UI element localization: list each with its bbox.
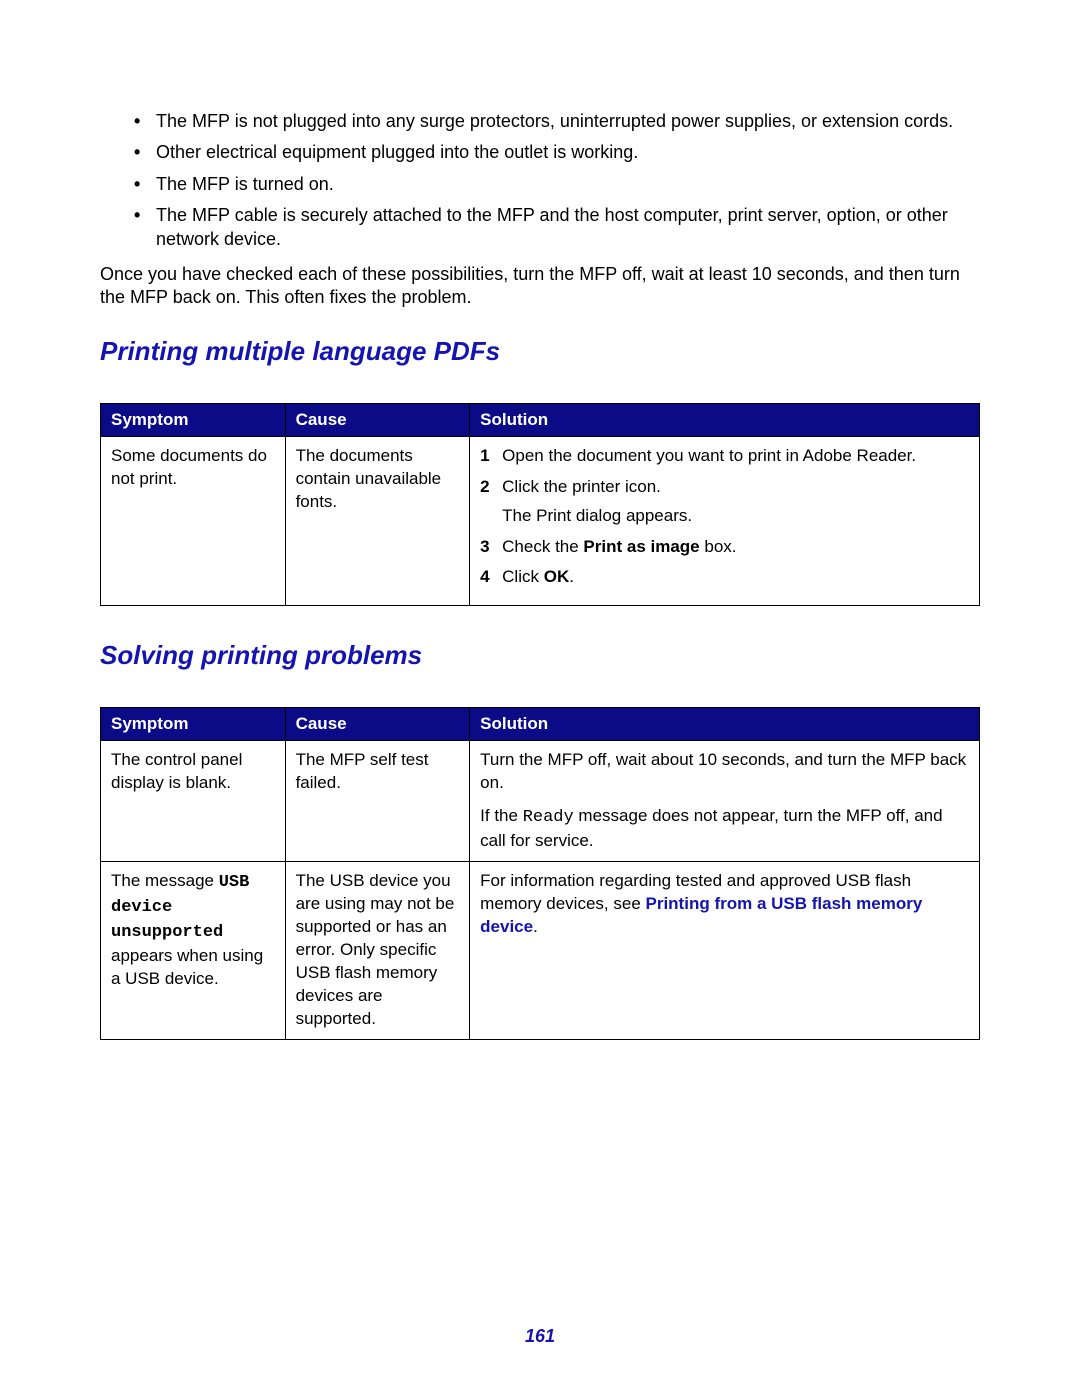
intro-bullet: The MFP is not plugged into any surge pr…	[156, 110, 980, 133]
table-row: The message USB device unsupported appea…	[101, 862, 980, 1040]
page-number: 161	[0, 1326, 1080, 1347]
cell-symptom: The message USB device unsupported appea…	[101, 862, 286, 1040]
step-text-pre: Click	[502, 567, 544, 586]
cell-cause: The USB device you are using may not be …	[285, 862, 470, 1040]
sol-text-post: .	[533, 917, 538, 936]
cell-symptom: The control panel display is blank.	[101, 741, 286, 862]
cell-symptom: Some documents do not print.	[101, 436, 286, 606]
table-row: The control panel display is blank. The …	[101, 741, 980, 862]
solving-table: Symptom Cause Solution The control panel…	[100, 707, 980, 1039]
step: Click OK.	[480, 566, 969, 589]
cell-solution: Open the document you want to print in A…	[470, 436, 980, 606]
sol-text-pre: If the	[480, 806, 523, 825]
step-text-post: .	[569, 567, 574, 586]
sol-text-mono: Ready	[523, 808, 574, 827]
cell-cause: The MFP self test failed.	[285, 741, 470, 862]
solution-paragraph: Turn the MFP off, wait about 10 seconds,…	[480, 749, 969, 795]
intro-paragraph: Once you have checked each of these poss…	[100, 263, 980, 310]
step: Open the document you want to print in A…	[480, 445, 969, 468]
table-header-row: Symptom Cause Solution	[101, 403, 980, 436]
step: Check the Print as image box.	[480, 536, 969, 559]
step-text-bold: Print as image	[583, 537, 699, 556]
intro-bullet: The MFP is turned on.	[156, 173, 980, 196]
step-subtext: The Print dialog appears.	[502, 505, 969, 528]
pdf-table: Symptom Cause Solution Some documents do…	[100, 403, 980, 607]
section-heading-solving: Solving printing problems	[100, 640, 980, 671]
col-header-cause: Cause	[285, 403, 470, 436]
step-text-pre: Check the	[502, 537, 583, 556]
step-text: Click the printer icon.	[502, 477, 661, 496]
table-row: Some documents do not print. The documen…	[101, 436, 980, 606]
cell-solution: For information regarding tested and app…	[470, 862, 980, 1040]
solution-paragraph: If the Ready message does not appear, tu…	[480, 805, 969, 853]
step-text-bold: OK	[544, 567, 570, 586]
symptom-text-pre: The message	[111, 871, 219, 890]
col-header-symptom: Symptom	[101, 403, 286, 436]
intro-bullet: Other electrical equipment plugged into …	[156, 141, 980, 164]
step-text-post: box.	[700, 537, 737, 556]
col-header-solution: Solution	[470, 708, 980, 741]
col-header-symptom: Symptom	[101, 708, 286, 741]
table-header-row: Symptom Cause Solution	[101, 708, 980, 741]
step-text: Open the document you want to print in A…	[502, 446, 916, 465]
document-page: The MFP is not plugged into any surge pr…	[0, 0, 1080, 1397]
step: Click the printer icon. The Print dialog…	[480, 476, 969, 528]
section-heading-pdfs: Printing multiple language PDFs	[100, 336, 980, 367]
col-header-solution: Solution	[470, 403, 980, 436]
col-header-cause: Cause	[285, 708, 470, 741]
intro-bullet: The MFP cable is securely attached to th…	[156, 204, 980, 251]
cell-solution: Turn the MFP off, wait about 10 seconds,…	[470, 741, 980, 862]
solution-steps: Open the document you want to print in A…	[480, 445, 969, 590]
cell-cause: The documents contain unavailable fonts.	[285, 436, 470, 606]
intro-bullets: The MFP is not plugged into any surge pr…	[100, 110, 980, 251]
symptom-text-post: appears when using a USB device.	[111, 946, 263, 988]
